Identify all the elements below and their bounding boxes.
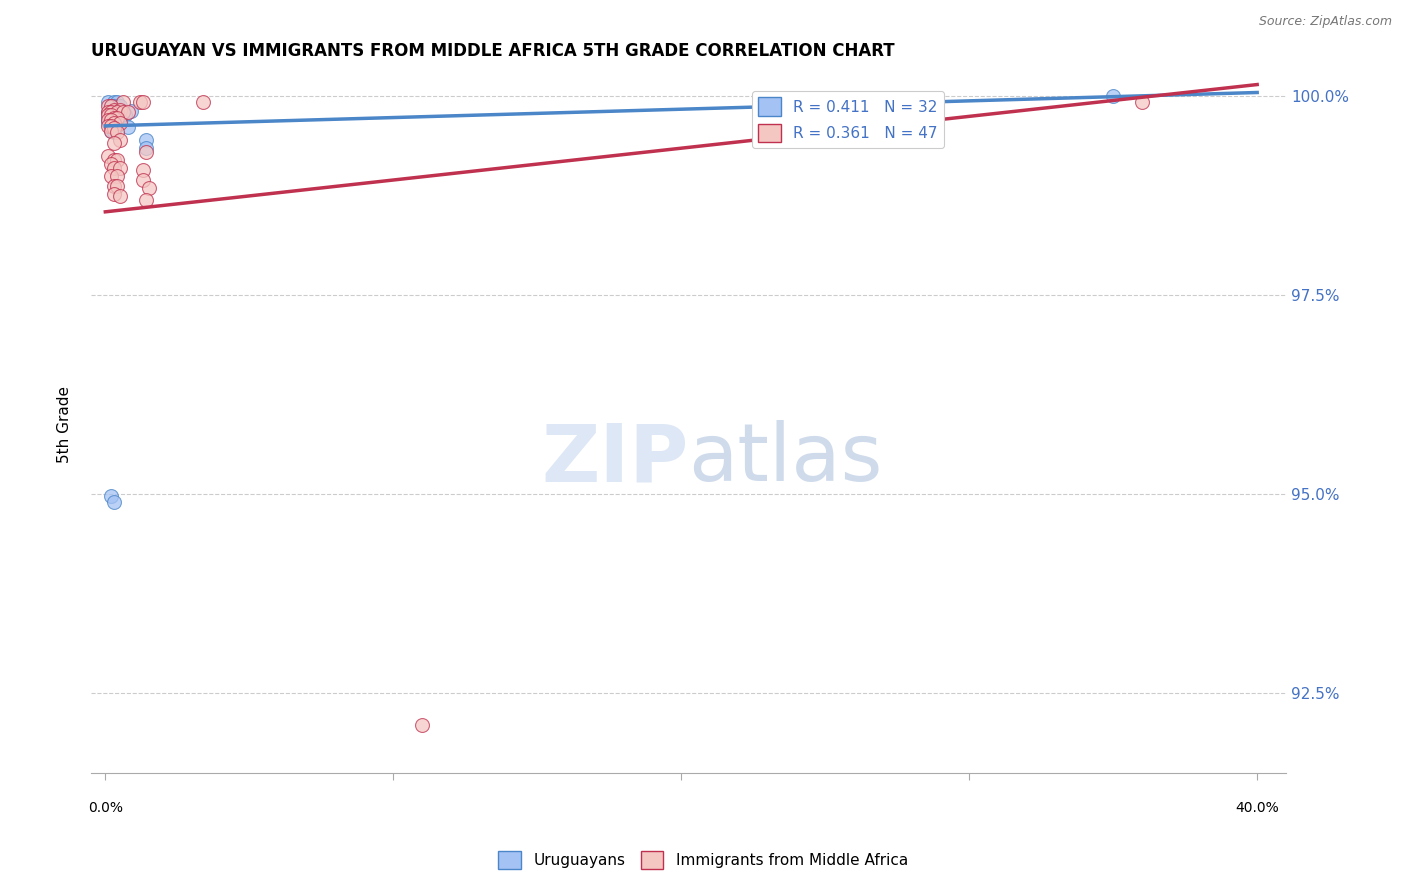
Point xyxy=(111,103,134,118)
Point xyxy=(103,136,125,150)
Text: 0.0%: 0.0% xyxy=(87,800,122,814)
Point xyxy=(97,105,120,120)
Point xyxy=(103,125,125,139)
Point xyxy=(100,111,122,125)
Point xyxy=(105,108,128,122)
Point xyxy=(132,95,155,109)
Point xyxy=(97,149,120,163)
Point xyxy=(97,115,120,129)
Point xyxy=(103,103,125,117)
Point xyxy=(872,91,894,105)
Point xyxy=(105,125,128,139)
Point xyxy=(100,105,122,120)
Point xyxy=(108,99,131,113)
Text: URUGUAYAN VS IMMIGRANTS FROM MIDDLE AFRICA 5TH GRADE CORRELATION CHART: URUGUAYAN VS IMMIGRANTS FROM MIDDLE AFRI… xyxy=(91,42,894,60)
Point xyxy=(135,193,157,207)
Point xyxy=(117,120,139,134)
Point xyxy=(193,95,215,109)
Point xyxy=(103,119,125,133)
Point xyxy=(108,189,131,203)
Point xyxy=(103,178,125,193)
Point xyxy=(111,105,134,120)
Point xyxy=(128,95,150,109)
Point xyxy=(97,99,120,113)
Point xyxy=(1102,89,1125,103)
Point xyxy=(105,103,128,118)
Point xyxy=(103,186,125,201)
Point xyxy=(135,141,157,155)
Y-axis label: 5th Grade: 5th Grade xyxy=(58,386,72,463)
Point xyxy=(108,133,131,147)
Point xyxy=(103,153,125,168)
Point xyxy=(103,95,125,109)
Point xyxy=(100,113,122,128)
Point xyxy=(103,113,125,128)
Point xyxy=(411,718,433,732)
Point xyxy=(100,99,122,113)
Point xyxy=(100,99,122,113)
Point xyxy=(97,105,120,120)
Point xyxy=(97,111,120,125)
Point xyxy=(1130,95,1153,109)
Point xyxy=(132,173,155,187)
Point xyxy=(97,108,120,122)
Point xyxy=(105,111,128,125)
Text: 40.0%: 40.0% xyxy=(1236,800,1279,814)
Point xyxy=(100,124,122,138)
Point xyxy=(103,121,125,136)
Point xyxy=(100,119,122,133)
Point xyxy=(100,119,122,133)
Point xyxy=(100,105,122,120)
Point xyxy=(103,116,125,130)
Point xyxy=(103,111,125,125)
Point xyxy=(105,153,128,168)
Point xyxy=(97,119,120,133)
Point xyxy=(103,161,125,175)
Point xyxy=(100,124,122,138)
Point xyxy=(111,95,134,109)
Point xyxy=(120,103,142,118)
Text: Source: ZipAtlas.com: Source: ZipAtlas.com xyxy=(1258,15,1392,28)
Text: ZIP: ZIP xyxy=(541,420,689,499)
Point xyxy=(105,169,128,183)
Text: atlas: atlas xyxy=(689,420,883,499)
Point xyxy=(100,157,122,171)
Point xyxy=(100,169,122,183)
Point xyxy=(108,113,131,128)
Point xyxy=(105,95,128,109)
Point xyxy=(108,116,131,130)
Legend: Uruguayans, Immigrants from Middle Africa: Uruguayans, Immigrants from Middle Afric… xyxy=(492,845,914,875)
Point xyxy=(100,489,122,503)
Point xyxy=(100,108,122,122)
Point xyxy=(117,105,139,120)
Point xyxy=(103,115,125,129)
Point xyxy=(103,99,125,113)
Point xyxy=(108,103,131,117)
Point xyxy=(100,103,122,117)
Point xyxy=(103,495,125,509)
Point xyxy=(132,162,155,177)
Point xyxy=(105,105,128,120)
Point xyxy=(105,178,128,193)
Point xyxy=(97,113,120,128)
Point xyxy=(135,145,157,160)
Point xyxy=(114,108,136,122)
Point xyxy=(97,95,120,109)
Point xyxy=(108,161,131,175)
Point xyxy=(103,103,125,117)
Point xyxy=(135,133,157,147)
Point xyxy=(138,181,160,195)
Legend: R = 0.411   N = 32, R = 0.361   N = 47: R = 0.411 N = 32, R = 0.361 N = 47 xyxy=(752,91,943,148)
